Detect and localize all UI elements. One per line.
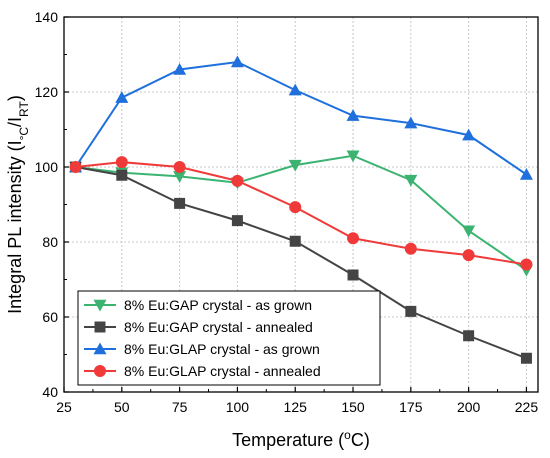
data-point bbox=[462, 128, 476, 141]
data-point bbox=[174, 197, 186, 209]
data-point bbox=[404, 116, 418, 129]
data-point bbox=[115, 91, 129, 103]
series-line bbox=[74, 60, 528, 176]
data-point bbox=[115, 156, 128, 169]
data-point bbox=[346, 109, 360, 121]
series-line bbox=[75, 161, 527, 266]
series-4 bbox=[69, 156, 533, 271]
data-point bbox=[230, 55, 244, 68]
x-tick-label: 225 bbox=[515, 399, 539, 415]
data-point bbox=[347, 232, 360, 245]
x-tick-label: 75 bbox=[172, 399, 188, 415]
y-tick-label: 120 bbox=[35, 84, 59, 100]
data-point bbox=[347, 269, 359, 281]
data-point bbox=[519, 168, 533, 180]
series-layer bbox=[69, 55, 533, 364]
x-tick-label: 200 bbox=[457, 399, 481, 415]
legend-label: 8% Eu:GAP crystal - annealed bbox=[124, 319, 313, 335]
data-point bbox=[173, 63, 187, 75]
legend-item-4: 8% Eu:GLAP crystal - annealed bbox=[84, 363, 321, 379]
data-point bbox=[289, 201, 302, 214]
data-point bbox=[116, 169, 128, 181]
series-2 bbox=[70, 161, 532, 364]
data-point bbox=[405, 305, 417, 317]
legend: 8% Eu:GAP crystal - as grown 8% Eu:GAP cr… bbox=[77, 290, 381, 386]
legend-box bbox=[77, 290, 381, 386]
x-tick-label: 25 bbox=[56, 399, 72, 415]
data-point bbox=[463, 330, 475, 342]
x-tick-label: 175 bbox=[399, 399, 423, 415]
data-point bbox=[520, 352, 532, 364]
data-point bbox=[69, 161, 82, 173]
data-point bbox=[462, 249, 475, 262]
x-tick-label: 50 bbox=[114, 399, 130, 415]
legend-item-3: 8% Eu:GLAP crystal - as grown bbox=[84, 341, 320, 357]
y-tick-label: 100 bbox=[35, 159, 59, 175]
y-axis-title: Integral PL intensity (I°C/IRT) bbox=[5, 95, 31, 314]
series-3 bbox=[69, 55, 533, 180]
legend-marker bbox=[94, 321, 106, 333]
y-tick-label: 140 bbox=[35, 9, 59, 25]
legend-marker bbox=[93, 299, 107, 312]
legend-item-1: 8% Eu:GAP crystal - as grown bbox=[84, 297, 312, 313]
legend-label: 8% Eu:GLAP crystal - as grown bbox=[124, 341, 320, 357]
x-tick-label: 150 bbox=[341, 399, 365, 415]
data-point bbox=[520, 258, 533, 271]
series-line bbox=[75, 154, 528, 271]
data-point bbox=[346, 150, 360, 163]
data-point bbox=[173, 171, 187, 183]
axis-ticks: 25 50 75 100 125 150 175 200 225 40 60 80 100 120 140 bbox=[35, 9, 539, 415]
legend-label: 8% Eu:GLAP crystal - annealed bbox=[124, 363, 321, 379]
legend-label: 8% Eu:GAP crystal - as grown bbox=[124, 297, 312, 313]
x-axis-title: Temperature (oC) bbox=[232, 428, 370, 450]
data-point bbox=[288, 159, 302, 172]
data-point bbox=[231, 174, 244, 187]
data-point bbox=[288, 83, 302, 96]
data-point bbox=[289, 235, 301, 247]
legend-marker bbox=[94, 365, 106, 377]
data-point bbox=[462, 225, 476, 238]
legend-marker bbox=[93, 342, 107, 355]
data-point bbox=[231, 215, 243, 227]
x-tick-label: 100 bbox=[226, 399, 250, 415]
data-point bbox=[404, 242, 417, 255]
y-tick-label: 60 bbox=[42, 309, 58, 325]
x-tick-label: 125 bbox=[284, 399, 308, 415]
y-tick-label: 40 bbox=[42, 384, 58, 400]
y-tick-label: 80 bbox=[42, 234, 58, 250]
legend-item-2: 8% Eu:GAP crystal - annealed bbox=[84, 319, 313, 335]
data-point bbox=[173, 161, 186, 173]
data-point bbox=[404, 174, 418, 187]
